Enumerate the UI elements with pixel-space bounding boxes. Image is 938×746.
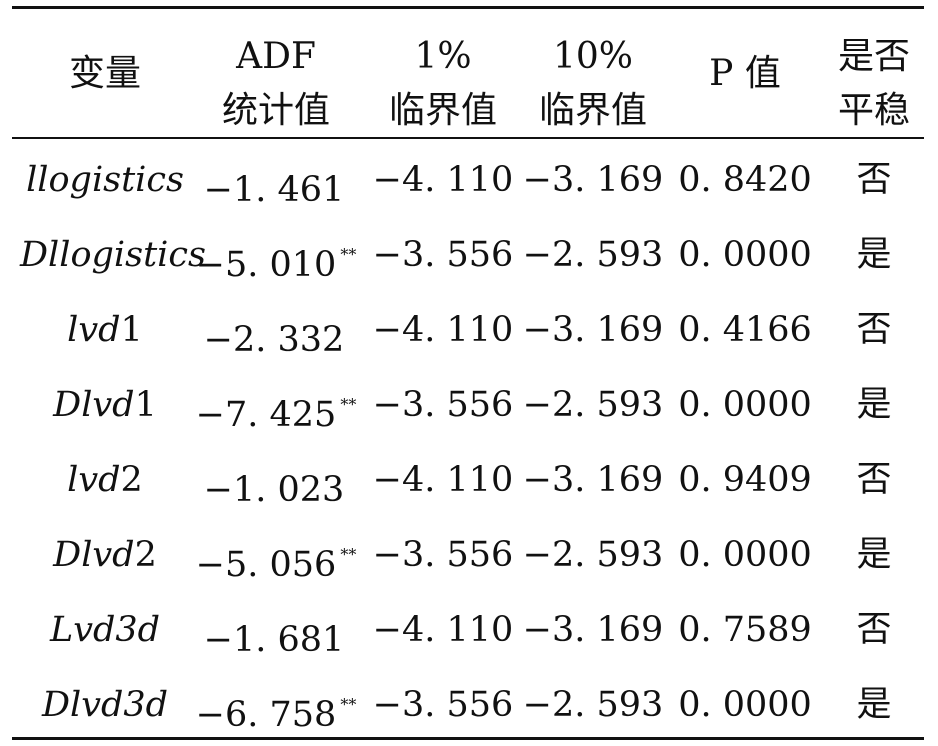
cell-adf: −5. 056 ** — [195, 545, 357, 585]
header-critical-1pct: 1% 临界值 — [388, 36, 497, 131]
cell-variable: Dlvd3d — [41, 685, 169, 725]
cell-adf: −6. 758 ** — [195, 695, 357, 735]
cell-p-value: 0. 0000 — [678, 535, 812, 575]
header-stationary: 是否 平稳 — [837, 36, 910, 131]
cell-crit10: −2. 593 — [522, 385, 664, 425]
header-rule — [12, 137, 924, 139]
cell-adf: −7. 425 ** — [195, 395, 357, 435]
cell-p-value: 0. 4166 — [678, 310, 812, 350]
cell-crit1: −4. 110 — [372, 310, 514, 350]
header-critical-10pct: 10% 临界值 — [538, 36, 647, 131]
cell-crit1: −4. 110 — [372, 610, 514, 650]
bottom-rule — [12, 737, 924, 740]
cell-crit1: −3. 556 — [372, 235, 514, 275]
cell-variable: Dlvd1 — [53, 385, 157, 425]
cell-adf: −1. 023 — [203, 470, 345, 510]
cell-crit10: −2. 593 — [522, 535, 664, 575]
cell-adf: −5. 010 ** — [195, 245, 357, 285]
cell-p-value: 0. 0000 — [678, 385, 812, 425]
top-rule — [12, 6, 924, 9]
cell-stationary: 否 — [856, 610, 892, 650]
cell-crit10: −2. 593 — [522, 235, 664, 275]
cell-crit1: −4. 110 — [372, 160, 514, 200]
cell-stationary: 是 — [856, 685, 892, 725]
cell-crit1: −3. 556 — [372, 685, 514, 725]
cell-crit10: −3. 169 — [522, 460, 664, 500]
header-adf-statistic: ADF 统计值 — [221, 36, 330, 131]
cell-crit10: −3. 169 — [522, 310, 664, 350]
cell-stationary: 是 — [856, 235, 892, 275]
cell-stationary: 否 — [856, 160, 892, 200]
cell-stationary: 是 — [856, 535, 892, 575]
cell-variable: llogistics — [26, 160, 184, 200]
cell-variable: lvd1 — [67, 310, 143, 350]
cell-p-value: 0. 8420 — [678, 160, 812, 200]
cell-stationary: 否 — [856, 460, 892, 500]
cell-crit10: −3. 169 — [522, 610, 664, 650]
header-p-value: P 值 — [709, 53, 781, 94]
cell-variable: Lvd3d — [49, 610, 161, 650]
cell-adf: −1. 461 — [203, 170, 345, 210]
cell-crit10: −2. 593 — [522, 685, 664, 725]
cell-p-value: 0. 0000 — [678, 685, 812, 725]
cell-crit1: −3. 556 — [372, 385, 514, 425]
cell-crit10: −3. 169 — [522, 160, 664, 200]
cell-adf: −2. 332 — [203, 320, 345, 360]
cell-p-value: 0. 9409 — [678, 460, 812, 500]
cell-variable: lvd2 — [67, 460, 143, 500]
cell-crit1: −3. 556 — [372, 535, 514, 575]
cell-stationary: 否 — [856, 310, 892, 350]
cell-adf: −1. 681 — [203, 620, 345, 660]
cell-p-value: 0. 0000 — [678, 235, 812, 275]
header-variable: 变量 — [68, 53, 141, 94]
cell-stationary: 是 — [856, 385, 892, 425]
cell-variable: Dllogistics — [20, 235, 206, 275]
cell-p-value: 0. 7589 — [678, 610, 812, 650]
cell-crit1: −4. 110 — [372, 460, 514, 500]
cell-variable: Dlvd2 — [53, 535, 157, 575]
